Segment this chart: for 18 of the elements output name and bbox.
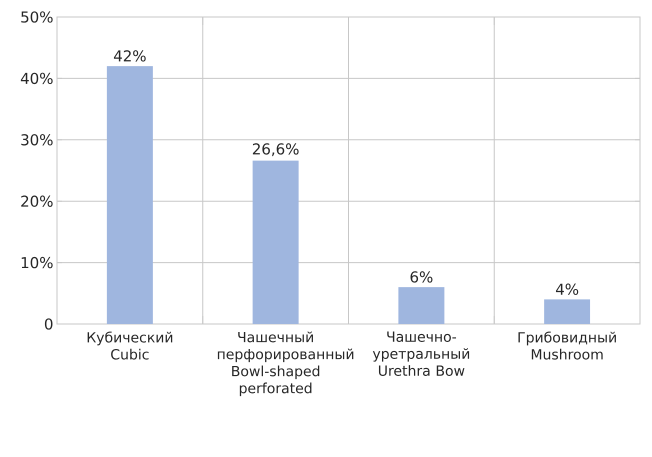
y-tick-label: 50% <box>21 11 53 23</box>
y-tick-label: 30% <box>21 134 53 146</box>
y-tick-label: 10% <box>22 256 53 268</box>
y-tick-label: 0 <box>44 318 52 330</box>
x-tick-label: Кубический Cubic <box>88 332 172 360</box>
y-tick-label: 40% <box>20 72 53 84</box>
x-tick-label: Чашечно-уретральный Urethra Bow <box>372 332 470 376</box>
x-tick-label: Чашечный перфорированный Bowl-shaped perforated <box>218 332 354 396</box>
bar <box>398 287 444 324</box>
y-tick-label: 20% <box>21 196 53 207</box>
bar <box>252 160 299 324</box>
data-label: 26,6% <box>252 143 299 156</box>
data-label: 42% <box>114 50 146 62</box>
x-tick-label: Грибовидный Mushroom <box>518 332 616 360</box>
bar <box>544 299 590 324</box>
bar <box>106 66 153 324</box>
data-label: 6% <box>410 271 432 283</box>
data-label: 4% <box>556 284 578 295</box>
